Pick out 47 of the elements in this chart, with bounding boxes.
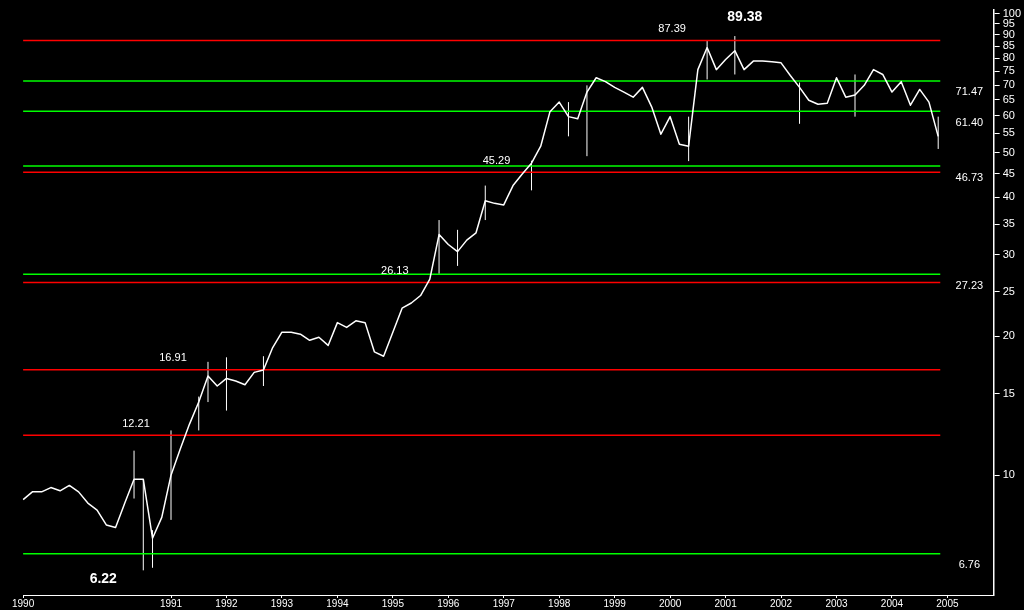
ref-line-label: 71.47	[955, 85, 984, 98]
ref-line-label: 61.40	[955, 115, 984, 128]
y-tick-label: 20	[1002, 329, 1015, 342]
y-tick-label: 15	[1002, 386, 1015, 399]
ref-line-label: 46.73	[955, 170, 984, 183]
x-tick-label: 1996	[437, 597, 460, 609]
y-tick-label: 25	[1002, 284, 1015, 297]
x-tick-label: 2002	[769, 597, 793, 609]
y-tick-label: 75	[1002, 64, 1015, 77]
ref-line-label: 6.76	[958, 558, 981, 571]
x-tick-label: 1994	[326, 597, 349, 609]
y-tick-label: 10	[1002, 468, 1015, 481]
annotation: 6.22	[89, 570, 118, 587]
y-tick-label: 90	[1002, 27, 1015, 40]
y-tick-label: 30	[1002, 247, 1015, 260]
ref-line-label: 16.91	[159, 351, 187, 364]
ref-line-label: 27.23	[955, 278, 984, 291]
y-tick-label: 100	[1002, 6, 1022, 19]
x-tick-label: 2005	[936, 597, 959, 609]
ref-line-label: 26.13	[381, 264, 409, 277]
x-tick-label: 1999	[603, 597, 627, 609]
x-tick-label: 1992	[215, 597, 239, 609]
ref-line-label: 87.39	[658, 22, 686, 35]
y-tick-label: 70	[1002, 78, 1015, 91]
x-tick-label: 1993	[270, 597, 294, 609]
y-tick-label: 35	[1002, 217, 1015, 230]
y-tick-label: 80	[1002, 51, 1015, 64]
y-tick-label: 95	[1002, 16, 1015, 29]
x-tick-label: 2000	[659, 597, 682, 609]
ref-line-label: 12.21	[122, 416, 150, 429]
x-tick-label: 2001	[714, 597, 738, 609]
x-tick-label: 1995	[381, 597, 405, 609]
annotation: 89.38	[727, 7, 763, 24]
x-tick-label: 1991	[159, 597, 183, 609]
x-tick-label: 1990	[12, 597, 35, 609]
ref-line-label: 45.29	[482, 153, 511, 166]
y-tick-label: 40	[1002, 190, 1015, 203]
x-tick-label: 1997	[492, 597, 516, 609]
y-tick-label: 85	[1002, 39, 1015, 52]
y-tick-label: 45	[1002, 166, 1015, 179]
x-tick-label: 2003	[825, 597, 849, 609]
y-tick-label: 50	[1002, 145, 1015, 158]
y-tick-label: 55	[1002, 126, 1015, 139]
y-tick-label: 65	[1002, 92, 1015, 105]
y-tick-label: 60	[1002, 109, 1015, 121]
x-tick-label: 1998	[548, 597, 571, 609]
x-tick-label: 2004	[880, 597, 904, 609]
